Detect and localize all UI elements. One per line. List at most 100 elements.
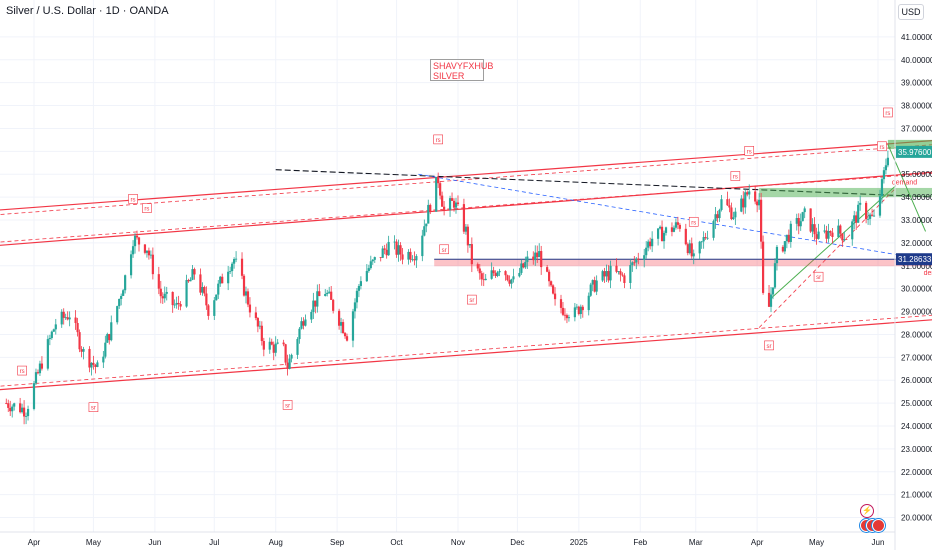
candle-body: [728, 205, 731, 208]
candle-body: [189, 279, 192, 282]
candle-body: [40, 363, 44, 369]
y-tick-label: 20.00000: [901, 514, 932, 523]
candle-body: [124, 275, 127, 291]
candle-body: [324, 294, 327, 297]
candle-body: [468, 244, 471, 246]
candle-body: [744, 192, 747, 208]
candle-body: [549, 281, 553, 286]
candle-body: [631, 262, 634, 266]
candle-body: [118, 298, 121, 307]
candle-body: [179, 304, 182, 307]
candle-body: [268, 341, 271, 350]
candle-body: [231, 263, 234, 272]
candle-body: [456, 202, 460, 205]
candle-body: [13, 403, 16, 407]
lightning-icon[interactable]: ⚡: [860, 504, 874, 518]
candle-body: [274, 343, 277, 353]
candle-body: [227, 271, 230, 284]
candle-body: [649, 241, 652, 247]
candle-body: [886, 157, 890, 166]
resistance-marker: rs: [144, 207, 149, 213]
candle-body: [143, 244, 147, 253]
flag-icon[interactable]: [872, 519, 885, 532]
candle-body: [351, 311, 355, 341]
candle-body: [256, 318, 259, 327]
marker-box: [467, 294, 477, 305]
candle-body: [19, 403, 22, 413]
candle-body: [284, 344, 287, 363]
candle-body: [357, 285, 361, 291]
candle-body: [593, 280, 596, 292]
candle-body: [789, 223, 792, 242]
annotation-box[interactable]: SHAVYFXHUB SILVER: [430, 59, 493, 81]
candle-body: [760, 199, 763, 242]
pattern-markers: rs rs rs rs rs rs rs rs rs sr sr sr sr sr sr demand dem: [17, 107, 932, 412]
candle-body: [92, 362, 95, 365]
marker-box: [439, 244, 449, 255]
candle-body: [720, 199, 723, 210]
candle-body: [135, 235, 139, 238]
candle-body: [868, 214, 872, 219]
candle-body: [758, 199, 761, 206]
candle-body: [553, 293, 557, 300]
candle-body: [678, 224, 681, 229]
candle-body: [185, 280, 188, 307]
candle-body: [698, 241, 701, 254]
candle-body: [651, 238, 654, 247]
candles: [5, 150, 890, 425]
candle-body: [615, 265, 618, 272]
candle-body: [595, 280, 598, 292]
candle-body: [409, 251, 412, 260]
resistance-marker: rs: [691, 220, 696, 226]
candle-body: [345, 336, 349, 341]
candle-body: [532, 256, 535, 261]
candle-body: [338, 310, 341, 326]
currency-button[interactable]: USD: [898, 4, 924, 20]
candle-body: [603, 271, 606, 277]
candle-body: [248, 304, 252, 313]
support-marker: sr: [816, 275, 821, 281]
candle-body: [504, 271, 507, 276]
current-price-tag: [896, 145, 932, 158]
resistance-marker: rs: [879, 145, 884, 151]
candle-body: [36, 372, 40, 374]
candle-body: [546, 267, 549, 272]
candle-body: [262, 341, 265, 350]
candle-body: [149, 254, 152, 256]
candle-body: [817, 231, 820, 239]
candle-body: [48, 338, 51, 340]
candle-body: [147, 250, 151, 256]
support-marker: sr: [285, 403, 290, 409]
candle-body: [381, 248, 384, 258]
candle-body: [748, 191, 751, 195]
candle-body: [314, 300, 317, 307]
x-tick-label: Jul: [209, 538, 219, 547]
candle-body: [437, 177, 440, 184]
candle-body: [857, 204, 860, 223]
candle-body: [330, 291, 333, 300]
y-tick-label: 35.00000: [901, 170, 932, 179]
resistance-marker: rs: [885, 111, 890, 117]
marker-box: [128, 194, 138, 204]
marker-box: [730, 171, 741, 181]
candle-body: [803, 208, 806, 213]
candle-body: [175, 302, 178, 305]
marker-box: [282, 400, 293, 410]
candle-body: [494, 273, 497, 276]
marker-box: [17, 365, 27, 376]
marker-box: [142, 203, 152, 213]
candle-body: [137, 237, 141, 245]
candle-body: [397, 245, 400, 255]
candle-body: [304, 319, 307, 326]
candle-body: [734, 211, 737, 218]
candle-body: [379, 257, 382, 258]
symbol-title[interactable]: Silver / U.S. Dollar · 1D · OANDA: [6, 5, 169, 17]
candle-body: [371, 259, 374, 262]
y-tick-label: 33.00000: [901, 216, 932, 225]
candle-body: [617, 271, 620, 272]
candle-body: [865, 202, 868, 220]
candle-body: [421, 235, 424, 257]
candle-body: [387, 241, 390, 256]
